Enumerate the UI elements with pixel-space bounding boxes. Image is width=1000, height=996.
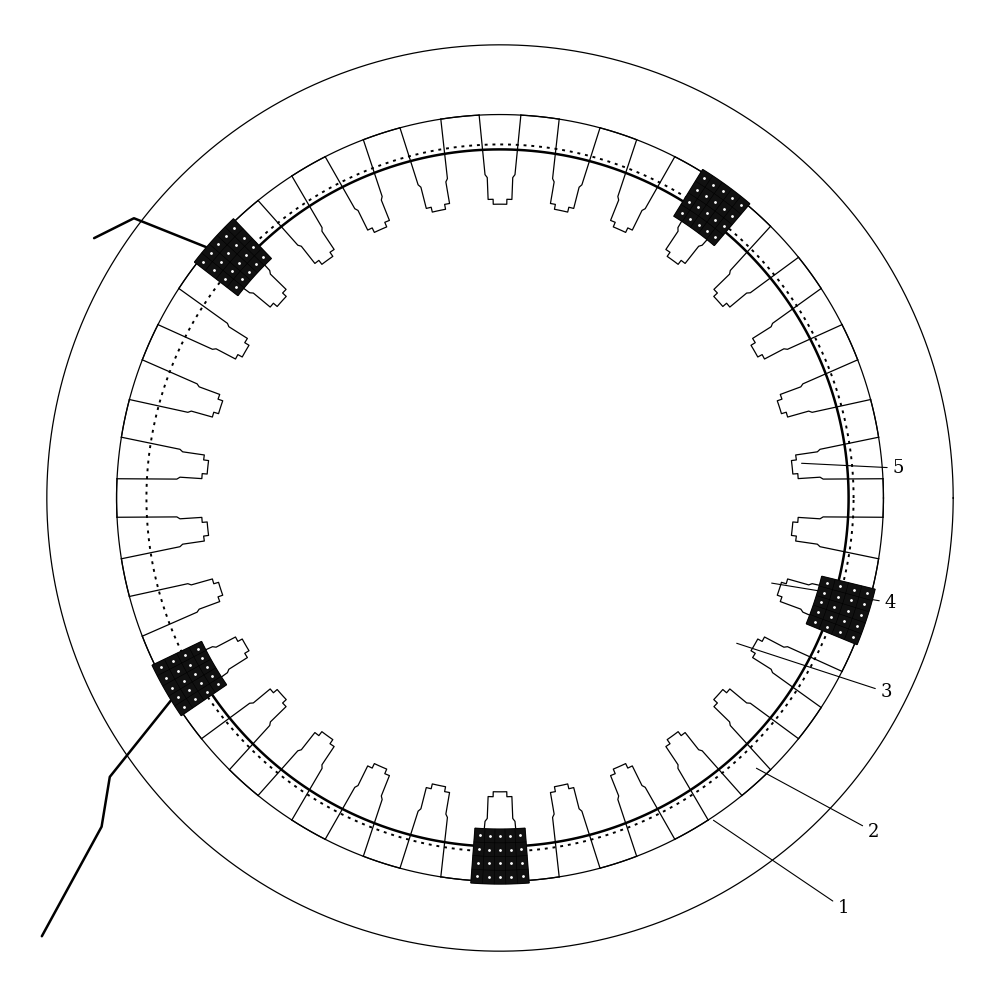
Text: 2: 2: [756, 768, 879, 841]
Polygon shape: [674, 169, 750, 245]
Polygon shape: [471, 829, 529, 883]
Polygon shape: [152, 641, 226, 715]
Text: 3: 3: [737, 643, 892, 701]
Polygon shape: [806, 577, 875, 644]
Text: 4: 4: [772, 583, 896, 612]
Text: 5: 5: [802, 459, 904, 477]
Polygon shape: [195, 219, 271, 296]
Text: 1: 1: [713, 821, 849, 917]
